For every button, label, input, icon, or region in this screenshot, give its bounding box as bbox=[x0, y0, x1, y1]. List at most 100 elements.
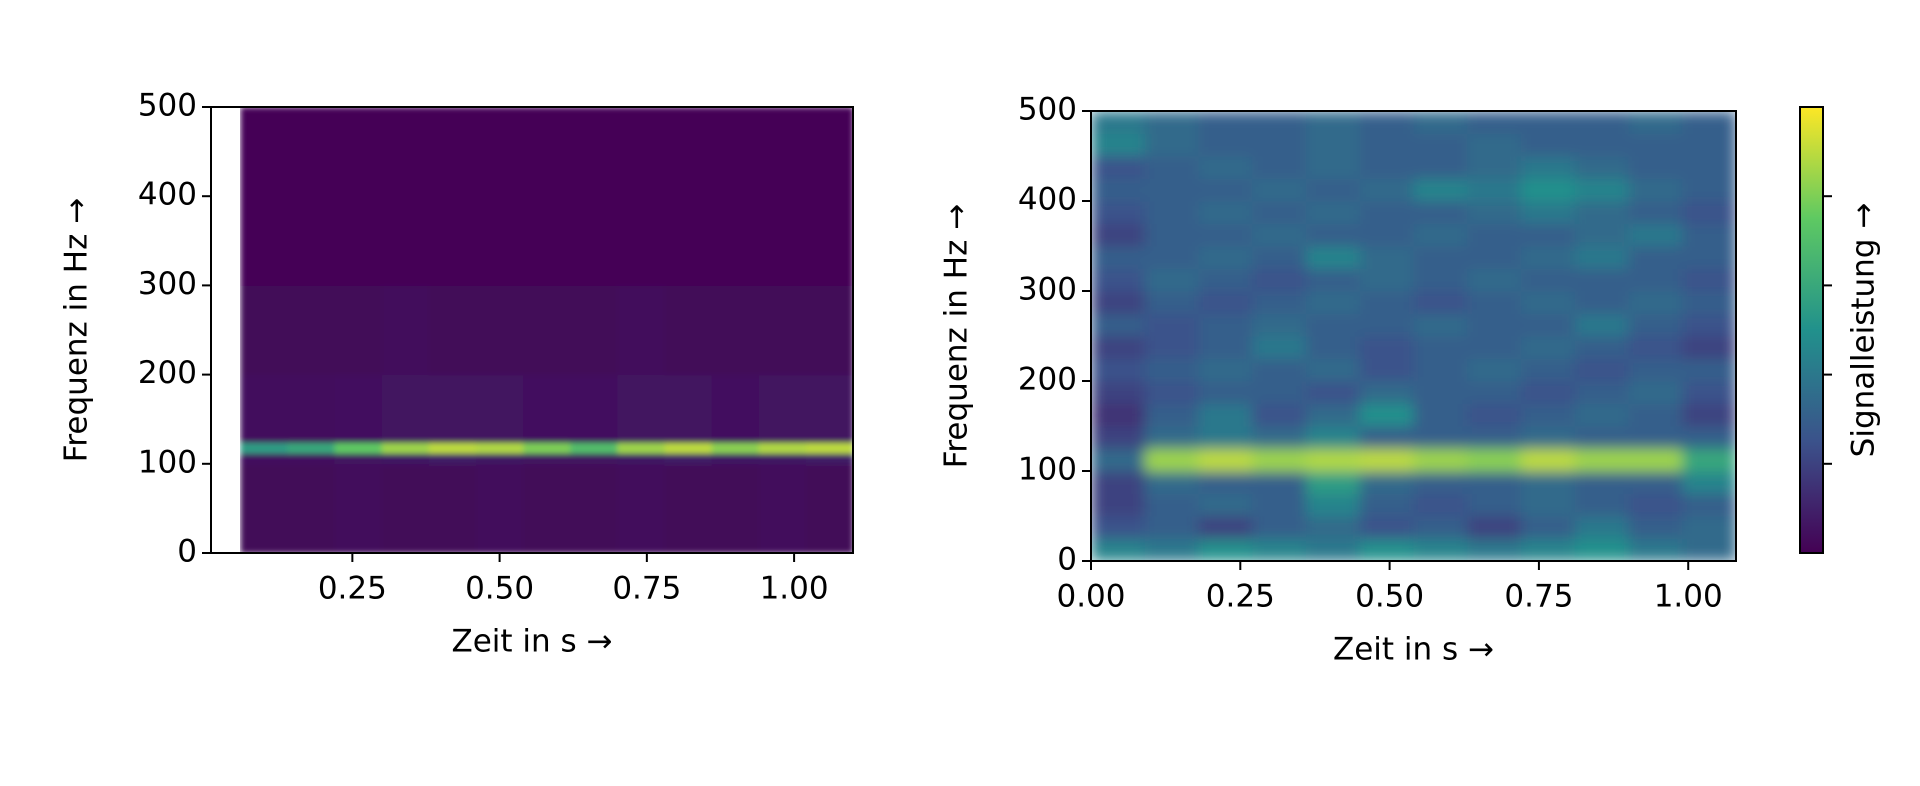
heatmap-cell bbox=[1198, 493, 1253, 517]
heatmap-cell bbox=[1413, 471, 1468, 494]
heatmap-cell bbox=[1467, 291, 1522, 314]
heatmap-cell bbox=[1574, 111, 1629, 134]
heatmap-cell bbox=[334, 285, 383, 376]
heatmap-cell bbox=[1521, 471, 1576, 494]
heatmap-cell bbox=[1521, 201, 1576, 224]
y-tick-label: 0 bbox=[1057, 542, 1077, 578]
heatmap-cell bbox=[1252, 448, 1307, 472]
heatmap-cell bbox=[287, 442, 336, 454]
x-tick-label: 0.75 bbox=[1504, 579, 1573, 615]
heatmap-cell bbox=[1574, 493, 1629, 517]
heatmap-cell bbox=[1682, 246, 1736, 269]
heatmap-cell bbox=[287, 463, 336, 553]
heatmap-cell bbox=[1306, 178, 1361, 202]
heatmap-cell bbox=[1359, 448, 1414, 472]
heatmap-cell bbox=[1144, 358, 1199, 382]
heatmap-cell bbox=[1628, 178, 1683, 202]
heatmap-cell bbox=[1359, 246, 1414, 269]
y-axis-label: Frequenz in Hz → bbox=[59, 198, 95, 462]
heatmap-cell bbox=[1144, 133, 1199, 157]
y-axis-label: Frequenz in Hz → bbox=[939, 204, 975, 468]
heatmap-cell bbox=[1574, 291, 1629, 314]
heatmap-cell bbox=[1413, 381, 1468, 404]
y-tick-label: 500 bbox=[1018, 92, 1077, 128]
heatmap-cell bbox=[1628, 448, 1683, 472]
heatmap-cell bbox=[1682, 471, 1736, 494]
heatmap-cell bbox=[287, 453, 336, 465]
heatmap-cell bbox=[1521, 111, 1576, 134]
heatmap-cell bbox=[381, 107, 430, 197]
heatmap-cell bbox=[334, 463, 383, 553]
heatmap-cell bbox=[1252, 156, 1307, 179]
axes-frame bbox=[210, 106, 854, 554]
heatmap-cell bbox=[476, 374, 524, 443]
heatmap-cell bbox=[1091, 111, 1146, 134]
heatmap-cell bbox=[1144, 448, 1199, 472]
heatmap-cell bbox=[1413, 336, 1468, 359]
heatmap bbox=[1091, 111, 1736, 561]
heatmap-cell bbox=[1252, 268, 1307, 292]
heatmap-cell bbox=[805, 442, 853, 454]
heatmap-cell bbox=[1198, 291, 1253, 314]
heatmap-cell bbox=[1628, 313, 1683, 337]
heatmap-cell bbox=[523, 196, 571, 286]
heatmap-cell bbox=[1359, 268, 1414, 292]
heatmap-cell bbox=[617, 442, 666, 454]
heatmap-cell bbox=[758, 196, 807, 286]
heatmap-cell bbox=[1521, 538, 1576, 561]
heatmap-cell bbox=[334, 374, 383, 443]
heatmap-cell bbox=[1306, 448, 1361, 472]
heatmap-cell bbox=[1306, 426, 1361, 449]
heatmap-cell bbox=[1628, 538, 1683, 561]
heatmap-cell bbox=[617, 196, 666, 286]
heatmap-cell bbox=[1091, 156, 1146, 179]
heatmap-cell bbox=[1467, 178, 1522, 202]
heatmap-cell bbox=[1252, 223, 1307, 247]
heatmap-cell bbox=[570, 453, 618, 465]
heatmap-cell bbox=[1521, 268, 1576, 292]
heatmap-cell bbox=[1306, 313, 1361, 337]
heatmap-cell bbox=[1306, 111, 1361, 134]
heatmap-cell bbox=[476, 463, 524, 553]
y-tick-label: 200 bbox=[1018, 362, 1077, 398]
heatmap-cell bbox=[1359, 381, 1414, 404]
heatmap-cell bbox=[1198, 403, 1253, 427]
heatmap-cell bbox=[1682, 358, 1736, 382]
heatmap-cell bbox=[1521, 156, 1576, 179]
heatmap-cell bbox=[1574, 268, 1629, 292]
heatmap-cell bbox=[1144, 223, 1199, 247]
heatmap-cell bbox=[1198, 201, 1253, 224]
heatmap-cell bbox=[1359, 133, 1414, 157]
heatmap-cell bbox=[1144, 426, 1199, 449]
heatmap-clip bbox=[1091, 111, 1736, 561]
heatmap-cell bbox=[1682, 223, 1736, 247]
heatmap-cell bbox=[1413, 538, 1468, 561]
heatmap-cell bbox=[664, 463, 713, 553]
heatmap-cell bbox=[1144, 268, 1199, 292]
heatmap-cell bbox=[1144, 156, 1199, 179]
heatmap-cell bbox=[805, 463, 853, 553]
heatmap-cell bbox=[1359, 493, 1414, 517]
heatmap-cell bbox=[1467, 358, 1522, 382]
heatmap-cell bbox=[758, 285, 807, 376]
heatmap-cell bbox=[1198, 133, 1253, 157]
x-tick-label: 0.25 bbox=[318, 571, 387, 607]
heatmap-cell bbox=[1574, 178, 1629, 202]
heatmap-cell bbox=[1682, 516, 1736, 539]
heatmap-cell bbox=[1574, 471, 1629, 494]
heatmap-cell bbox=[1198, 268, 1253, 292]
heatmap-cell bbox=[1306, 516, 1361, 539]
heatmap-cell bbox=[570, 107, 618, 197]
heatmap-cell bbox=[617, 463, 666, 553]
heatmap-cell bbox=[1467, 268, 1522, 292]
heatmap-cell bbox=[1628, 111, 1683, 134]
heatmap-cell bbox=[1413, 201, 1468, 224]
heatmap-cell bbox=[1198, 336, 1253, 359]
heatmap-cell bbox=[1628, 516, 1683, 539]
heatmap-cell bbox=[1091, 493, 1146, 517]
x-axis-label: Zeit in s → bbox=[451, 624, 612, 660]
heatmap-cell bbox=[1521, 448, 1576, 472]
y-tick-label: 0 bbox=[177, 534, 197, 570]
heatmap-cell bbox=[664, 107, 713, 197]
heatmap-cell bbox=[1628, 246, 1683, 269]
